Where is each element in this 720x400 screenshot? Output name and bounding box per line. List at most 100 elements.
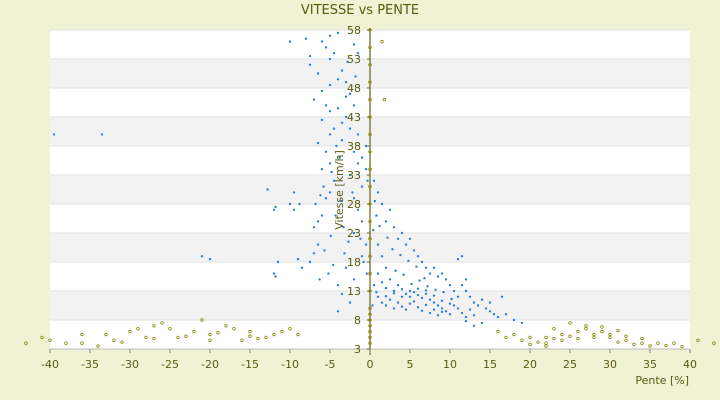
data-point-series-1 bbox=[440, 307, 444, 310]
data-point-series-2 bbox=[380, 39, 384, 44]
data-point-series-1 bbox=[492, 313, 496, 316]
data-point-series-1 bbox=[272, 272, 276, 275]
data-point-series-1 bbox=[380, 255, 384, 258]
data-point-series-1 bbox=[408, 237, 412, 240]
data-point-series-1 bbox=[332, 263, 335, 267]
data-point-series-1 bbox=[208, 257, 212, 261]
data-point-series-1 bbox=[488, 301, 492, 304]
y-tick-label: 13 bbox=[347, 285, 361, 298]
data-point-series-2 bbox=[224, 324, 228, 328]
data-point-series-1 bbox=[371, 304, 374, 307]
data-point-series-1 bbox=[464, 319, 468, 323]
data-point-series-1 bbox=[380, 301, 384, 304]
data-point-series-2 bbox=[648, 344, 652, 348]
data-point-series-2 bbox=[368, 237, 372, 241]
data-point-series-1 bbox=[335, 144, 338, 148]
data-point-series-1 bbox=[468, 308, 472, 311]
x-tick-label: -30 bbox=[121, 358, 139, 371]
data-point-series-1 bbox=[312, 252, 316, 255]
data-point-series-1 bbox=[100, 133, 104, 136]
data-point-series-1 bbox=[384, 286, 388, 290]
data-point-series-1 bbox=[392, 292, 396, 295]
data-point-series-2 bbox=[568, 334, 572, 338]
data-point-series-1 bbox=[384, 295, 388, 298]
y-tick-label: 23 bbox=[347, 227, 361, 240]
data-point-series-2 bbox=[368, 219, 372, 224]
data-point-series-1 bbox=[412, 300, 416, 303]
data-point-series-1 bbox=[322, 185, 325, 188]
data-point-series-1 bbox=[336, 78, 340, 81]
data-point-series-1 bbox=[418, 279, 421, 282]
data-point-series-1 bbox=[400, 231, 404, 235]
data-point-series-1 bbox=[52, 133, 56, 136]
data-point-series-1 bbox=[340, 199, 343, 203]
data-point-series-2 bbox=[664, 343, 668, 348]
data-point-series-1 bbox=[512, 318, 516, 322]
data-point-series-2 bbox=[184, 334, 188, 338]
data-point-series-2 bbox=[600, 329, 604, 334]
data-point-series-2 bbox=[496, 329, 500, 334]
data-point-series-1 bbox=[266, 188, 269, 191]
data-point-series-1 bbox=[336, 31, 340, 35]
data-point-series-1 bbox=[440, 272, 444, 275]
x-tick-label: 5 bbox=[407, 358, 414, 371]
data-point-series-1 bbox=[496, 315, 500, 319]
data-point-series-1 bbox=[336, 284, 340, 287]
data-point-series-2 bbox=[240, 338, 244, 342]
data-point-series-1 bbox=[348, 127, 352, 130]
data-point-series-1 bbox=[343, 252, 346, 255]
data-point-series-2 bbox=[560, 332, 564, 337]
data-point-series-2 bbox=[128, 329, 132, 334]
data-point-series-1 bbox=[408, 295, 412, 298]
data-point-series-1 bbox=[348, 173, 352, 177]
y-tick-label: 28 bbox=[347, 198, 361, 211]
data-point-series-1 bbox=[304, 37, 308, 40]
data-point-series-1 bbox=[378, 224, 381, 228]
data-point-series-1 bbox=[456, 307, 460, 310]
data-point-series-2 bbox=[232, 327, 236, 331]
data-point-series-1 bbox=[324, 197, 328, 200]
x-tick-label: -10 bbox=[281, 358, 299, 371]
data-point-series-1 bbox=[392, 307, 396, 310]
data-point-series-1 bbox=[404, 308, 408, 311]
data-point-series-1 bbox=[416, 293, 420, 297]
data-point-series-1 bbox=[444, 310, 448, 313]
data-point-series-1 bbox=[415, 265, 418, 268]
data-point-series-1 bbox=[324, 104, 328, 107]
x-axis-title: Pente [%] bbox=[635, 374, 689, 387]
data-point-series-1 bbox=[300, 266, 304, 269]
data-point-series-1 bbox=[444, 278, 448, 281]
data-point-series-2 bbox=[368, 318, 372, 322]
data-point-series-1 bbox=[328, 191, 332, 194]
tick-labels: -40 -35 -30 -25 -20 -15 -10 -5 0 5 10 15 20 25 30 35 40 3… bbox=[41, 24, 697, 371]
data-point-series-1 bbox=[432, 266, 436, 269]
data-point-series-1 bbox=[272, 208, 276, 211]
data-point-series-2 bbox=[368, 80, 372, 84]
data-point-series-1 bbox=[312, 98, 316, 101]
data-point-series-1 bbox=[452, 304, 456, 307]
data-point-series-1 bbox=[328, 83, 332, 87]
data-point-series-1 bbox=[440, 299, 444, 303]
data-point-series-2 bbox=[368, 324, 372, 328]
data-point-series-1 bbox=[424, 266, 428, 269]
data-point-series-1 bbox=[274, 205, 277, 209]
data-point-series-1 bbox=[359, 237, 362, 240]
data-point-series-1 bbox=[396, 284, 400, 287]
data-point-series-1 bbox=[424, 289, 428, 292]
data-point-series-1 bbox=[316, 72, 320, 75]
data-point-series-1 bbox=[388, 298, 392, 301]
data-point-series-1 bbox=[388, 278, 392, 281]
data-point-series-2 bbox=[24, 341, 28, 345]
data-point-series-1 bbox=[384, 266, 388, 269]
data-point-series-1 bbox=[360, 156, 364, 159]
data-point-series-1 bbox=[340, 139, 344, 142]
data-point-series-1 bbox=[476, 304, 480, 307]
data-point-series-2 bbox=[368, 202, 372, 206]
y-axis-title: Vitesse [km/h] bbox=[333, 150, 346, 230]
x-tick-label: 20 bbox=[523, 358, 537, 371]
data-point-series-1 bbox=[312, 226, 316, 229]
y-tick-label: 53 bbox=[347, 53, 361, 66]
data-point-series-1 bbox=[372, 228, 375, 232]
data-point-series-2 bbox=[552, 336, 556, 341]
data-point-series-2 bbox=[256, 336, 260, 341]
